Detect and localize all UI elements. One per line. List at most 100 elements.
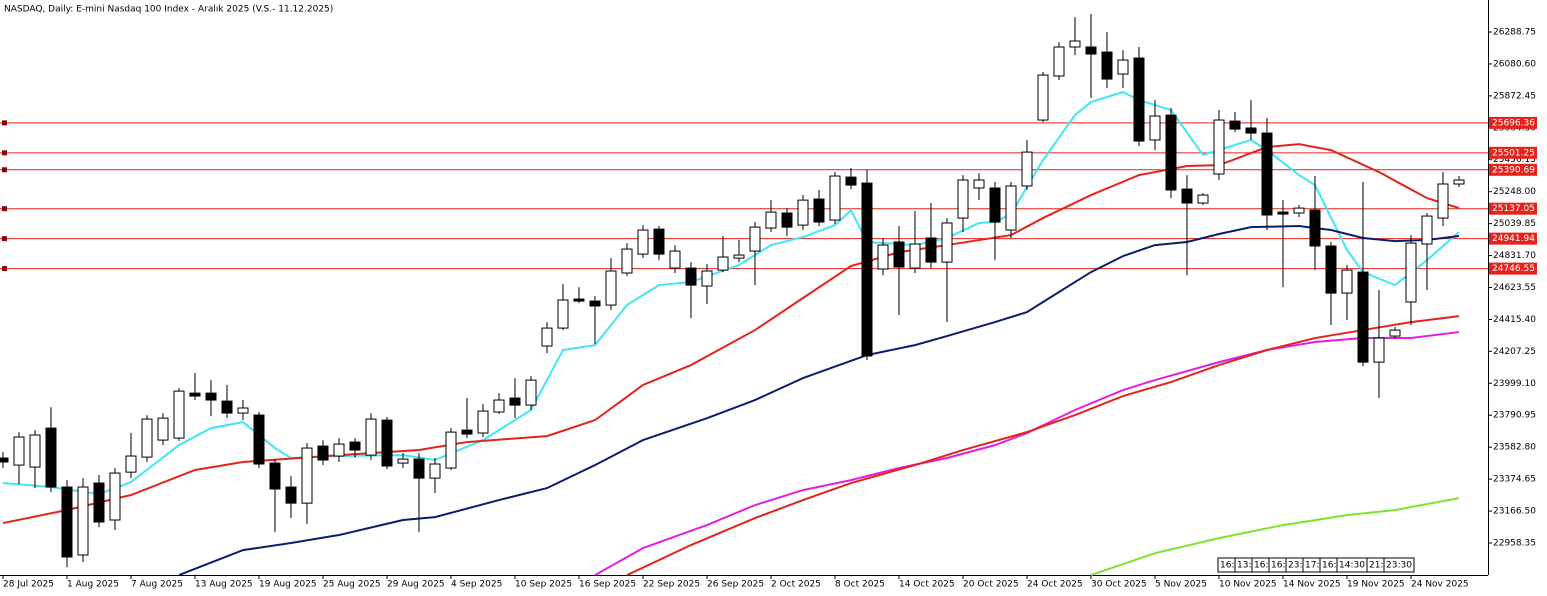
candle-body xyxy=(1133,57,1145,142)
level-label-box xyxy=(1489,116,1537,129)
candle-body xyxy=(1037,74,1049,121)
candle-body xyxy=(1117,59,1129,75)
x-tick-label: 29 Aug 2025 xyxy=(387,580,445,590)
level-label-box xyxy=(1489,146,1537,159)
candle-body xyxy=(61,486,73,558)
candle-body xyxy=(93,482,105,523)
moving-average-line xyxy=(1090,497,1460,577)
candle-body xyxy=(413,458,425,479)
candle-body xyxy=(221,400,233,414)
candle-body xyxy=(1357,271,1369,363)
candle-body xyxy=(269,462,281,490)
level-label: 25696.36 xyxy=(1492,118,1535,128)
candle-body xyxy=(861,182,873,357)
candle-body xyxy=(1181,188,1193,204)
x-tick-label: 28 Jul 2025 xyxy=(3,580,54,590)
candle-body xyxy=(1213,119,1225,175)
candle-body xyxy=(1293,207,1305,214)
y-tick-label: 24623.55 xyxy=(1493,283,1536,293)
candle-body xyxy=(941,222,953,263)
candle-body xyxy=(317,445,329,461)
candle-body xyxy=(237,407,249,414)
candle-body xyxy=(509,397,521,406)
candle-body xyxy=(477,410,489,434)
candle-body xyxy=(1405,242,1417,303)
level-label-box xyxy=(1489,232,1537,245)
x-tick-label: 30 Oct 2025 xyxy=(1091,580,1147,590)
candle-body xyxy=(29,434,41,468)
candle-body xyxy=(1453,179,1465,185)
candle-body xyxy=(301,447,313,504)
level-marker xyxy=(2,150,7,156)
x-tick-label: 7 Aug 2025 xyxy=(131,580,183,590)
x-tick-label: 25 Aug 2025 xyxy=(323,580,381,590)
candle-body xyxy=(893,241,905,268)
x-tick-label: 14 Oct 2025 xyxy=(899,580,955,590)
level-label: 24941.94 xyxy=(1492,234,1535,244)
candle-body xyxy=(381,419,393,467)
candle-body xyxy=(797,199,809,226)
candle-body xyxy=(685,267,697,286)
time-label: 13: xyxy=(1237,561,1251,571)
candle-body xyxy=(109,472,121,521)
candle-body xyxy=(1069,40,1081,48)
time-label-box xyxy=(1383,557,1415,573)
candle-body xyxy=(125,455,137,473)
x-tick-label: 20 Oct 2025 xyxy=(963,580,1019,590)
y-tick-label: 23374.65 xyxy=(1493,475,1536,485)
candle-body xyxy=(1341,269,1353,294)
x-tick-label: 19 Nov 2025 xyxy=(1347,580,1405,590)
candle-body xyxy=(1277,211,1289,215)
moving-average-line xyxy=(626,315,1460,576)
y-tick-label: 23790.95 xyxy=(1493,411,1536,421)
candle-body xyxy=(1373,337,1385,363)
candle-body xyxy=(765,211,777,229)
candle-body xyxy=(253,414,265,465)
level-label: 25390.69 xyxy=(1492,165,1535,175)
candle-body xyxy=(1197,194,1209,204)
x-tick-label: 1 Aug 2025 xyxy=(67,580,119,590)
candle-body xyxy=(1053,46,1065,77)
candle-body xyxy=(365,418,377,456)
candle-body xyxy=(1149,115,1161,141)
x-tick-label: 13 Aug 2025 xyxy=(195,580,253,590)
time-label: 16: xyxy=(1322,561,1336,571)
candle-body xyxy=(1245,127,1257,134)
candle-body xyxy=(333,443,345,457)
candle-body xyxy=(829,175,841,221)
time-label: 21: xyxy=(1369,561,1383,571)
y-tick-label: 22958.35 xyxy=(1493,538,1536,548)
candle-body xyxy=(589,300,601,307)
x-tick-label: 22 Sep 2025 xyxy=(643,580,700,590)
time-label: 23: xyxy=(1288,561,1302,571)
candle-body xyxy=(461,429,473,435)
y-tick-label: 23582.80 xyxy=(1493,443,1536,453)
time-label: 23:30 xyxy=(1386,561,1412,571)
candle-body xyxy=(573,298,585,302)
x-tick-label: 14 Nov 2025 xyxy=(1283,580,1341,590)
candle-body xyxy=(1005,185,1017,231)
candle-body xyxy=(349,441,361,451)
time-label: 16: xyxy=(1271,561,1285,571)
level-label: 25137.05 xyxy=(1492,204,1535,214)
candle-body xyxy=(45,427,57,488)
candle-body xyxy=(525,379,537,406)
x-tick-label: 16 Sep 2025 xyxy=(579,580,636,590)
candle-body xyxy=(669,250,681,269)
x-tick-label: 24 Nov 2025 xyxy=(1411,580,1469,590)
x-tick-label: 4 Sep 2025 xyxy=(451,580,502,590)
level-marker xyxy=(2,120,7,126)
y-tick-label: 24207.25 xyxy=(1493,347,1536,357)
candle-body xyxy=(557,299,569,329)
x-tick-label: 24 Oct 2025 xyxy=(1027,580,1083,590)
candle-body xyxy=(1325,245,1337,294)
candle-body xyxy=(1437,183,1449,219)
y-tick-label: 26080.60 xyxy=(1493,59,1536,69)
candle-body xyxy=(1229,120,1241,130)
candle-body xyxy=(1101,51,1113,80)
candle-body xyxy=(973,179,985,189)
level-marker xyxy=(2,266,7,272)
candle-body xyxy=(141,418,153,458)
